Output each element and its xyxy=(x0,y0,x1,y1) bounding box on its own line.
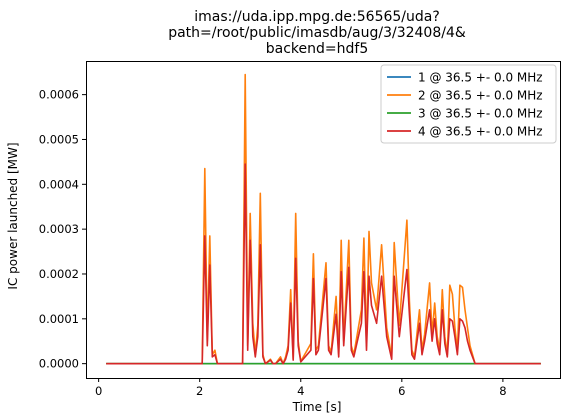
plot-lines xyxy=(106,73,541,365)
y-tick-label: 0.0004 xyxy=(39,177,79,191)
x-tick-label: 2 xyxy=(196,384,203,398)
y-tick-label: 0.0006 xyxy=(39,88,79,102)
x-axis-label: Time [s] xyxy=(292,400,342,414)
x-axis-ticks: 0 2 4 6 8 xyxy=(95,378,507,398)
y-axis-label: IC power launched [MW] xyxy=(6,142,20,289)
series-line-4 xyxy=(106,163,541,365)
x-tick-label: 8 xyxy=(499,384,506,398)
chart-title-line-2: path=/root/public/imasdb/aug/3/32408/4& xyxy=(168,25,466,41)
y-tick-label: 0.0002 xyxy=(39,267,79,281)
y-tick-label: 0.0003 xyxy=(39,222,79,236)
x-tick-label: 0 xyxy=(95,384,102,398)
y-axis-ticks: 0.0000 0.0001 0.0002 0.0003 0.0004 0.0005 0.00… xyxy=(39,88,86,371)
legend-label-1: 1 @ 36.5 +- 0.0 MHz xyxy=(418,71,543,85)
y-tick-label: 0.0005 xyxy=(39,132,79,146)
y-tick-label: 0.0001 xyxy=(39,312,79,326)
chart-title-line-1: imas://uda.ipp.mpg.de:56565/uda? xyxy=(194,9,440,25)
x-tick-label: 6 xyxy=(398,384,405,398)
chart-legend: 1 @ 36.5 +- 0.0 MHz 2 @ 36.5 +- 0.0 MHz 3 … xyxy=(380,64,557,144)
x-tick-label: 4 xyxy=(297,384,304,398)
legend-label-4: 4 @ 36.5 +- 0.0 MHz xyxy=(418,125,543,139)
legend-frame xyxy=(380,64,557,144)
y-tick-label: 0.0000 xyxy=(39,357,79,371)
legend-label-2: 2 @ 36.5 +- 0.0 MHz xyxy=(418,89,543,103)
chart-title-line-3: backend=hdf5 xyxy=(266,41,368,57)
legend-label-3: 3 @ 36.5 +- 0.0 MHz xyxy=(418,107,543,121)
